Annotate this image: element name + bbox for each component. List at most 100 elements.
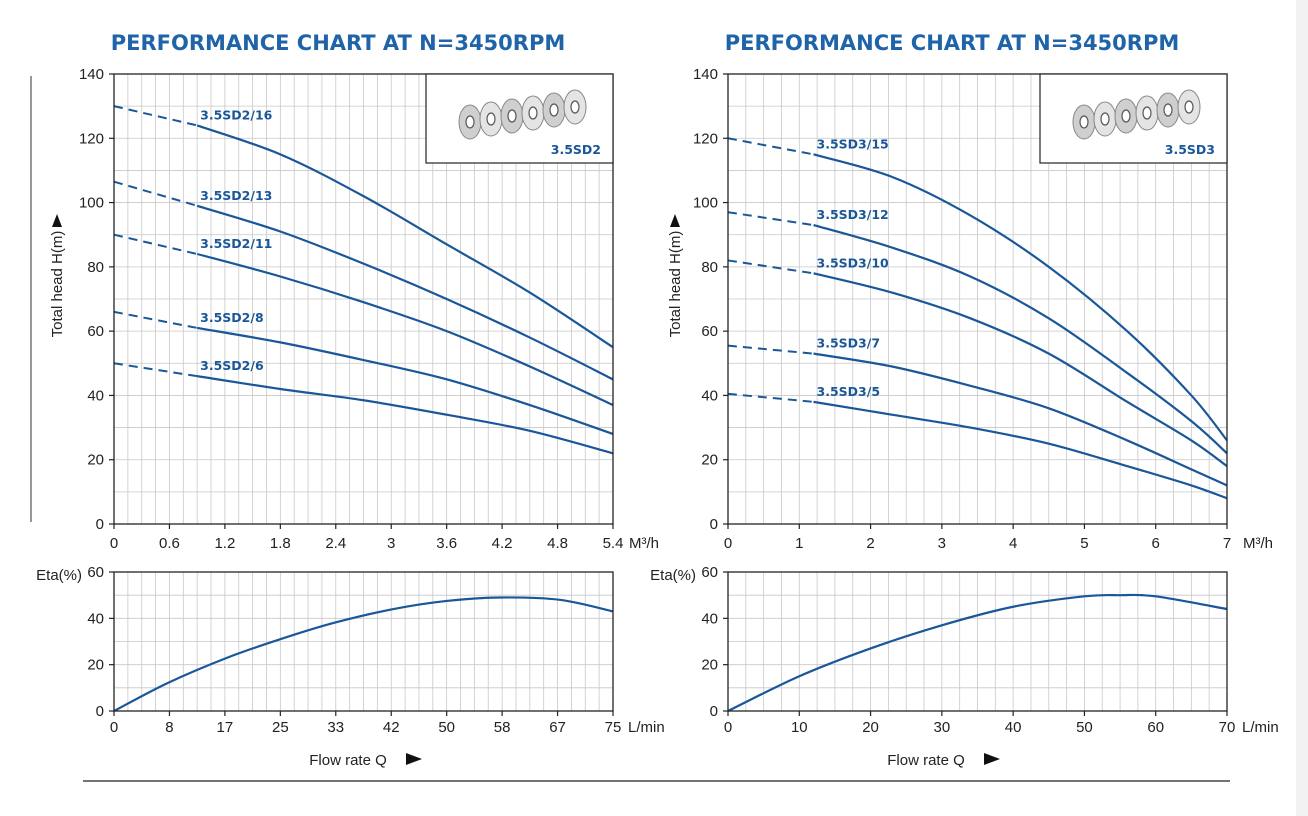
right-arrow-icon [984, 753, 1000, 765]
x-tick-label: 67 [549, 719, 566, 736]
series-line [813, 272, 1228, 468]
series-dashed-segment [727, 344, 814, 355]
x-tick-label: 1 [795, 535, 803, 552]
head-chart: 0 0.6 1.2 1.8 2.4 3 3.6 4.2 4.8 5.4 M³/h 0 20 40 60 80 1… [49, 66, 659, 552]
up-arrow-icon [52, 214, 62, 227]
y-axis-label: Eta(%) [36, 567, 82, 584]
y-tick-label: 20 [87, 452, 104, 469]
y-tick-label: 140 [693, 66, 718, 83]
series-dashed-segment [727, 259, 814, 275]
series-line [813, 153, 1228, 442]
impeller-hub-icon [549, 103, 559, 117]
series-label: 3.5SD2/11 [200, 236, 272, 251]
impeller-hub-icon [528, 106, 538, 120]
y-tick-label: 60 [87, 323, 104, 340]
impeller-hub-icon [1163, 103, 1173, 117]
x-tick-label: 70 [1219, 719, 1236, 736]
x-tick-label: 3 [938, 535, 946, 552]
series-label: 3.5SD3/10 [817, 255, 889, 270]
y-tick-label: 60 [87, 564, 104, 581]
right-arrow-icon [406, 753, 422, 765]
x-tick-label: 1.2 [214, 535, 235, 552]
series-label: 3.5SD2/13 [200, 188, 272, 203]
y-tick-label: 0 [710, 516, 718, 533]
x-tick-label: 5 [1080, 535, 1088, 552]
x-unit-label: L/min [628, 719, 665, 736]
x-tick-label: 0 [110, 535, 118, 552]
x-tick-label: 20 [862, 719, 879, 736]
y-tick-label: 0 [96, 703, 104, 720]
x-tick-label: 60 [1147, 719, 1164, 736]
x-tick-label: 10 [791, 719, 808, 736]
x-tick-label: 0 [110, 719, 118, 736]
y-tick-label: 140 [79, 66, 104, 83]
series-line [196, 204, 614, 381]
impeller-hub-icon [1142, 106, 1152, 120]
impeller-hub-icon [507, 109, 517, 123]
y-tick-label: 20 [87, 657, 104, 674]
series-label: 3.5SD3/15 [817, 136, 889, 151]
x-unit-label: M³/h [629, 535, 659, 552]
x-tick-label: 30 [934, 719, 951, 736]
x-tick-label: 2.4 [325, 535, 346, 552]
up-arrow-icon [670, 214, 680, 227]
series-line [813, 400, 1228, 500]
x-tick-label: 42 [383, 719, 400, 736]
series-line [813, 224, 1228, 455]
panel-right: PERFORMANCE CHART AT N=3450RPM 0 1 2 3 4 5 6 7 M³… [650, 31, 1279, 769]
series-label: 3.5SD2/16 [200, 107, 272, 122]
x-axis-label: Flow rate Q [309, 752, 387, 769]
y-tick-label: 120 [79, 130, 104, 147]
y-tick-label: 100 [693, 195, 718, 212]
y-tick-label: 60 [701, 323, 718, 340]
y-tick-label: 120 [693, 130, 718, 147]
chart-title: PERFORMANCE CHART AT N=3450RPM [725, 31, 1180, 55]
series-label: 3.5SD3/7 [817, 336, 880, 351]
series-dashed-segment [727, 211, 814, 227]
x-tick-label: 0 [724, 719, 732, 736]
inset-label: 3.5SD2 [551, 142, 601, 157]
x-tick-label: 4.2 [492, 535, 513, 552]
x-unit-label: L/min [1242, 719, 1279, 736]
pump-impeller-image: 3.5SD3 [1039, 73, 1228, 164]
inset-label: 3.5SD3 [1165, 142, 1215, 157]
series-line [196, 252, 614, 407]
y-tick-label: 80 [701, 259, 718, 276]
x-tick-label: 7 [1223, 535, 1231, 552]
panel-left: PERFORMANCE CHART AT N=3450RPM 0 0.6 1.2 1.8… [36, 31, 665, 769]
x-tick-label: 1.8 [270, 535, 291, 552]
x-tick-label: 0.6 [159, 535, 180, 552]
x-tick-label: 8 [165, 719, 173, 736]
y-tick-label: 40 [701, 387, 718, 404]
series-dashed-segment [113, 180, 198, 207]
impeller-hub-icon [570, 100, 580, 114]
right-edge-shade [1296, 0, 1308, 816]
y-axis-label: Total head H(m) [49, 231, 66, 338]
y-tick-label: 0 [710, 703, 718, 720]
x-tick-label: 2 [866, 535, 874, 552]
series-dashed-segment [113, 233, 198, 255]
x-tick-label: 17 [217, 719, 234, 736]
x-tick-label: 33 [327, 719, 344, 736]
y-axis-label: Total head H(m) [667, 231, 684, 338]
series-line [197, 375, 614, 455]
y-tick-label: 20 [701, 657, 718, 674]
series-dashed-segment [727, 392, 814, 403]
x-tick-label: 0 [724, 535, 732, 552]
x-tick-label: 4.8 [547, 535, 568, 552]
x-tick-label: 5.4 [603, 535, 624, 552]
x-unit-label: M³/h [1243, 535, 1273, 552]
series-label: 3.5SD2/8 [200, 310, 263, 325]
impeller-hub-icon [465, 115, 475, 129]
series-label: 3.5SD3/12 [817, 207, 889, 222]
series-dashed-segment [113, 310, 198, 329]
y-tick-label: 40 [701, 610, 718, 627]
y-tick-label: 0 [96, 516, 104, 533]
series-line [813, 352, 1228, 487]
x-tick-label: 50 [1076, 719, 1093, 736]
impeller-hub-icon [1121, 109, 1131, 123]
head-chart: 0 1 2 3 4 5 6 7 M³/h 0 20 40 60 80 100 120 140 Total head… [667, 66, 1273, 552]
x-tick-label: 25 [272, 719, 289, 736]
head-chart-frame [113, 73, 614, 525]
